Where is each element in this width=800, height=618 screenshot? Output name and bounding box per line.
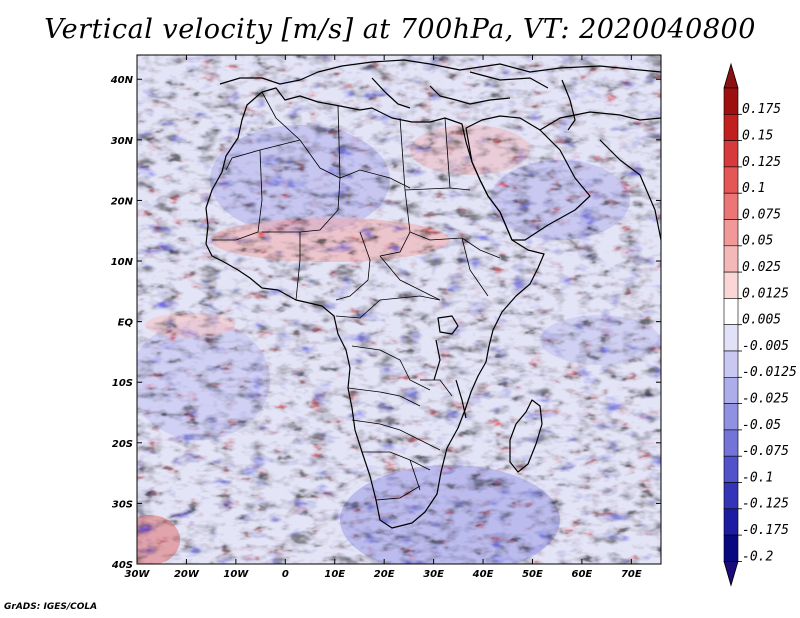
grads-credit: GrADS: IGES/COLA	[4, 602, 98, 612]
lat-tick-label: 20N	[111, 196, 134, 207]
colorbar-swatch	[723, 429, 739, 457]
plot-frame	[136, 54, 662, 565]
colorbar-label: -0.0125	[742, 365, 797, 380]
colorbar-label: -0.125	[742, 497, 789, 512]
lon-tick-label: 40E	[472, 569, 494, 580]
colorbar-label: 0.125	[742, 155, 781, 170]
lon-tick-label: 30E	[423, 569, 444, 580]
colorbar-swatch	[723, 376, 739, 404]
colorbar-label: 0.0125	[742, 286, 789, 301]
lat-tick-label: 40S	[111, 560, 133, 571]
colorbar-label: -0.025	[742, 391, 789, 406]
colorbar-label: 0.075	[742, 207, 781, 222]
colorbar-label: 0.15	[742, 128, 773, 143]
colorbar: 0.175 0.15 0.125 0.1 0.075 0.05 0.025 0.0125 0.0…	[723, 62, 797, 587]
colorbar-label: 0.1	[742, 181, 765, 196]
country-borders	[212, 91, 501, 501]
colorbar-label: 0.005	[742, 313, 781, 328]
colorbar-swatch	[723, 166, 739, 194]
lon-tick-label: 20E	[374, 569, 395, 580]
lon-tick-label: 60E	[572, 569, 593, 580]
lon-tick-label: 50E	[522, 569, 543, 580]
colorbar-swatch	[723, 87, 739, 115]
lat-tick-label: 30S	[112, 499, 133, 510]
colorbar-label: 0.175	[742, 102, 781, 117]
velocity-field	[137, 55, 661, 564]
colorbar-swatch	[723, 245, 739, 273]
colorbar-swatch	[723, 140, 739, 168]
lon-tick-label: 30W	[125, 569, 151, 580]
colorbar-label: -0.175	[742, 523, 789, 538]
colorbar-swatch	[723, 482, 739, 510]
colorbar-swatch	[723, 508, 739, 536]
coastlines	[205, 59, 661, 529]
colorbar-swatch	[723, 219, 739, 247]
colorbar-swatch	[723, 324, 739, 352]
colorbar-swatch	[723, 271, 739, 299]
map-title: Vertical velocity [m/s] at 700hPa, VT: 2…	[44, 14, 756, 45]
lat-tick-label: 20S	[112, 439, 133, 450]
axis-ticks: 30W 20W 10W 0 10E 20E 30E 40E 50E 60E 70E 40N 30N 20N…	[110, 55, 661, 580]
colorbar-label: -0.075	[742, 444, 789, 459]
lat-tick-label: 30N	[111, 136, 134, 147]
colorbar-swatch	[723, 192, 739, 220]
lon-tick-label: 70E	[621, 569, 642, 580]
colorbar-bottom-arrow	[723, 561, 739, 587]
colorbar-label: 0.025	[742, 260, 781, 275]
colorbar-label: -0.2	[742, 549, 773, 564]
colorbar-label: -0.05	[742, 418, 781, 433]
colorbar-label: 0.05	[742, 234, 773, 249]
colorbar-label: -0.1	[742, 470, 773, 485]
lat-tick-label: 10S	[112, 378, 133, 389]
lon-tick-label: 10E	[324, 569, 345, 580]
colorbar-label: -0.005	[742, 339, 789, 354]
lat-tick-label: EQ	[118, 318, 134, 329]
colorbar-swatch	[723, 114, 739, 141]
lon-tick-label: 10W	[223, 569, 249, 580]
lat-tick-label: 40N	[110, 75, 134, 86]
colorbar-swatch	[723, 403, 739, 431]
colorbar-top-arrow	[723, 62, 739, 89]
lon-tick-label: 20W	[174, 569, 200, 580]
lon-tick-label: 0	[282, 569, 289, 580]
lat-tick-label: 10N	[111, 257, 134, 268]
colorbar-swatch	[723, 350, 739, 378]
colorbar-swatch	[723, 298, 739, 325]
colorbar-swatch	[723, 534, 739, 562]
colorbar-swatch	[723, 455, 739, 483]
